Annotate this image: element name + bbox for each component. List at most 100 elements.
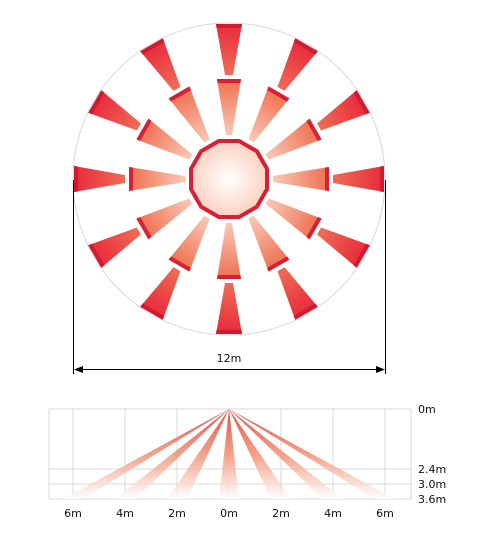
beam-middle-zone [248,86,290,143]
side-beam [115,409,229,499]
x-tick-label: 4m [116,507,134,520]
beam-outer-cap [353,90,370,115]
beam-middle-cap [306,118,322,141]
beam [229,178,370,268]
beam-inner-cap [188,149,203,170]
beam-outer-zone [216,24,242,75]
beam-inner-cap [265,168,269,190]
height-label: 0m [418,403,436,416]
x-tick-label: 2m [272,507,290,520]
beam-middle-cap [306,217,322,240]
beam-middle-cap [217,275,241,279]
beam-middle-cap [325,167,329,191]
beam-inner-cap [188,188,203,209]
beam-outer-cap [88,90,105,115]
height-label: 3.6m [418,493,446,506]
beam-inner-zone [218,139,240,177]
beam-outer-cap [74,166,78,192]
beam-outer-zone [277,267,318,320]
side-view-height-labels: 0m 2.4m 3.0m 3.6m [418,403,446,506]
x-tick-label: 2m [168,507,186,520]
side-view-x-tick-labels: 6m 4m 2m 0m 2m 4m 6m [64,507,394,520]
beam-middle-zone [217,79,241,135]
beam-middle-zone [217,223,241,279]
beam-inner-cap [238,138,259,153]
beam-middle-zone [168,86,210,143]
beam-inner-cap [255,188,270,209]
side-beam [63,409,229,499]
beam [216,181,242,334]
top-view: 12m [72,22,386,374]
beam-middle-zone [265,118,322,160]
beam-outer-zone [140,267,181,320]
beam-inner-cap [189,168,193,190]
side-beam [219,409,239,499]
beam-inner-zone [231,168,269,190]
beam-outer-zone [74,166,125,192]
beam-inner-cap [238,205,259,220]
beam-outer-zone [333,166,384,192]
beam [228,179,318,320]
coverage-circle [72,22,386,336]
beam-outer-zone [140,38,181,91]
side-beam [167,409,229,499]
beam [216,24,242,177]
beam [88,90,229,180]
side-view-beams [63,409,395,499]
beam-outer-cap [140,303,165,320]
beam-outer-zone [216,283,242,334]
side-view: 6m 4m 2m 0m 2m 4m 6m 0m 2.4m 3.0m 3.6m [48,403,446,520]
radial-beams [74,24,384,334]
beam-outer-zone [317,227,370,268]
beam-middle-zone [129,167,185,191]
dimension-arrow-right [376,366,385,373]
side-beam [229,409,291,499]
beam-middle-zone [136,118,193,160]
beam-inner-cap [218,215,240,219]
beam-inner-zone [218,181,240,219]
height-label: 2.4m [418,463,446,476]
beam-middle-cap [267,256,290,272]
beam-middle-zone [136,198,193,240]
x-tick-label: 4m [324,507,342,520]
beam-outer-cap [216,330,242,334]
x-tick-label: 6m [376,507,394,520]
beam-outer-cap [140,38,165,55]
side-beam [229,409,343,499]
beam [228,38,318,179]
beam-inner-zone [189,168,227,190]
beam [140,38,230,179]
beam [140,179,230,320]
width-dimension: 12m [73,180,386,374]
beam-middle-cap [129,167,133,191]
beam [88,178,229,268]
beam-middle-cap [217,79,241,83]
side-beam [229,409,395,499]
beam-middle-cap [267,86,290,102]
beam [231,166,384,192]
beam-middle-zone [248,215,290,272]
beam-middle-zone [273,167,329,191]
beam-middle-cap [168,86,191,102]
beam [74,166,227,192]
beam-outer-zone [88,90,141,131]
beam-outer-zone [88,227,141,268]
beam-inner-cap [199,205,220,220]
dimension-label: 12m [217,352,242,365]
beam-outer-cap [353,243,370,268]
height-label: 3.0m [418,478,446,491]
beam-outer-cap [380,166,384,192]
x-tick-label: 6m [64,507,82,520]
dimension-arrow-left [74,366,83,373]
beam-middle-cap [168,256,191,272]
beam-inner-cap [199,138,220,153]
beam-outer-zone [277,38,318,91]
beam-middle-zone [168,215,210,272]
beam-middle-cap [136,118,152,141]
x-tick-label: 0m [220,507,238,520]
beam-outer-cap [88,243,105,268]
beam-inner-cap [255,149,270,170]
beam-outer-cap [216,24,242,28]
beam-inner-cap [218,139,240,143]
